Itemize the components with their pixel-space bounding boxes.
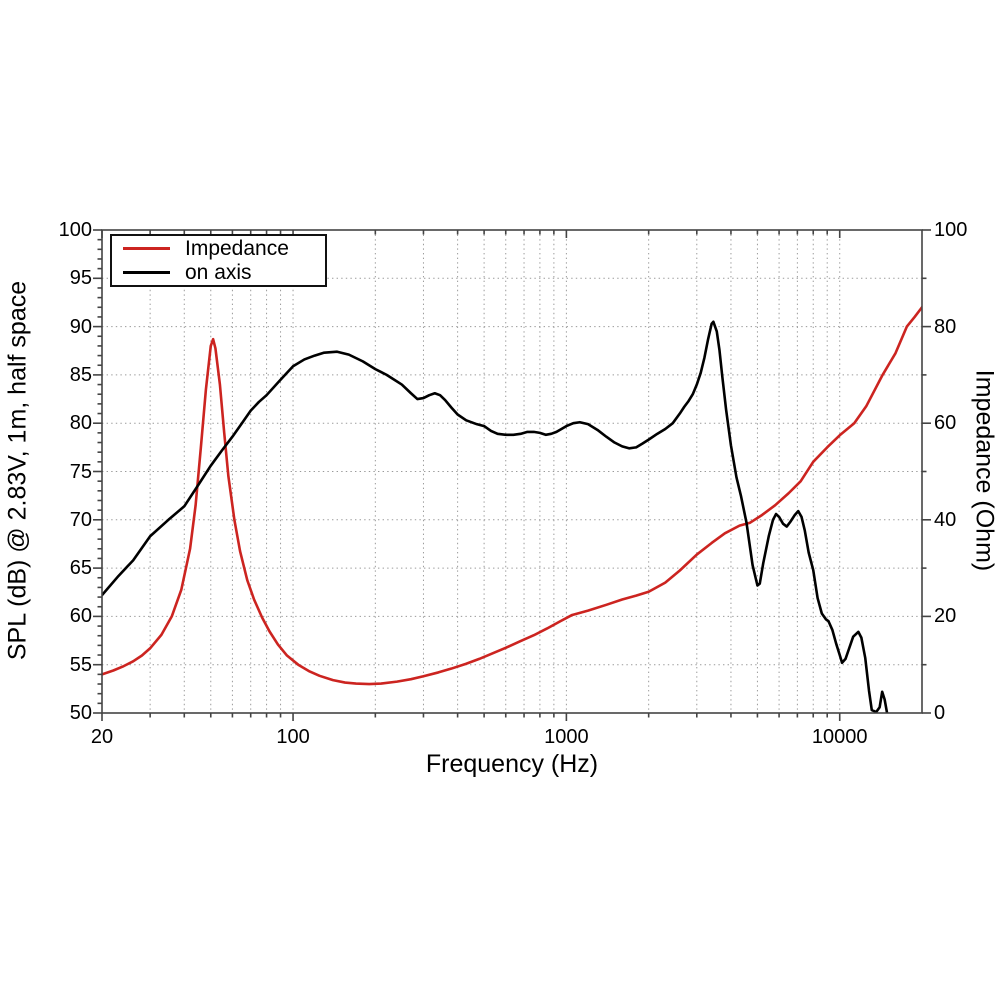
legend: Impedance on axis — [110, 234, 327, 287]
x-tick-label: 20 — [90, 726, 114, 748]
x-tick-label: 1000 — [544, 726, 589, 748]
on-axis-line-swatch — [123, 270, 170, 274]
legend-label-on-axis: on axis — [185, 260, 252, 284]
y-right-tick-label: 40 — [934, 508, 957, 531]
legend-label-impedance: Impedance — [185, 237, 289, 261]
y-right-axis-title: Impedance (Ohm) — [970, 369, 999, 572]
y-right-tick-label: 60 — [934, 412, 957, 435]
curves — [102, 305, 922, 713]
y-left-axis-title: SPL (dB) @ 2.83V, 1m, half space — [3, 280, 32, 661]
impedance-curve — [102, 305, 922, 686]
y-left-tick-label: 55 — [69, 653, 92, 676]
plot-frame — [101, 229, 923, 714]
impedance-line-swatch — [123, 247, 170, 251]
legend-item-impedance: Impedance — [112, 238, 325, 259]
y-right-tick-label: 20 — [934, 605, 957, 628]
y-left-tick-label: 60 — [69, 605, 92, 628]
y-left-tick-label: 85 — [69, 363, 92, 386]
y-left-tick-label: 100 — [58, 219, 92, 241]
y-right-tick-label: 0 — [934, 702, 946, 724]
x-tick-label: 10000 — [811, 726, 868, 748]
y-left-tick-label: 50 — [69, 702, 92, 724]
y-left-tick-label: 90 — [69, 315, 92, 338]
y-right-tick-label: 100 — [934, 219, 968, 241]
y-left-tick-label: 95 — [69, 267, 92, 290]
legend-item-on-axis: on axis — [112, 262, 325, 283]
x-axis-title: Frequency (Hz) — [425, 750, 599, 778]
y-left-tick-label: 75 — [69, 460, 92, 483]
x-tick-label: 100 — [276, 726, 310, 748]
y-left-tick-label: 65 — [69, 557, 92, 580]
on-axis-curve — [102, 320, 889, 713]
y-left-tick-label: 70 — [69, 508, 92, 531]
y-left-tick-label: 80 — [69, 412, 92, 435]
y-right-tick-label: 80 — [934, 315, 957, 338]
grid-lines — [102, 230, 922, 713]
